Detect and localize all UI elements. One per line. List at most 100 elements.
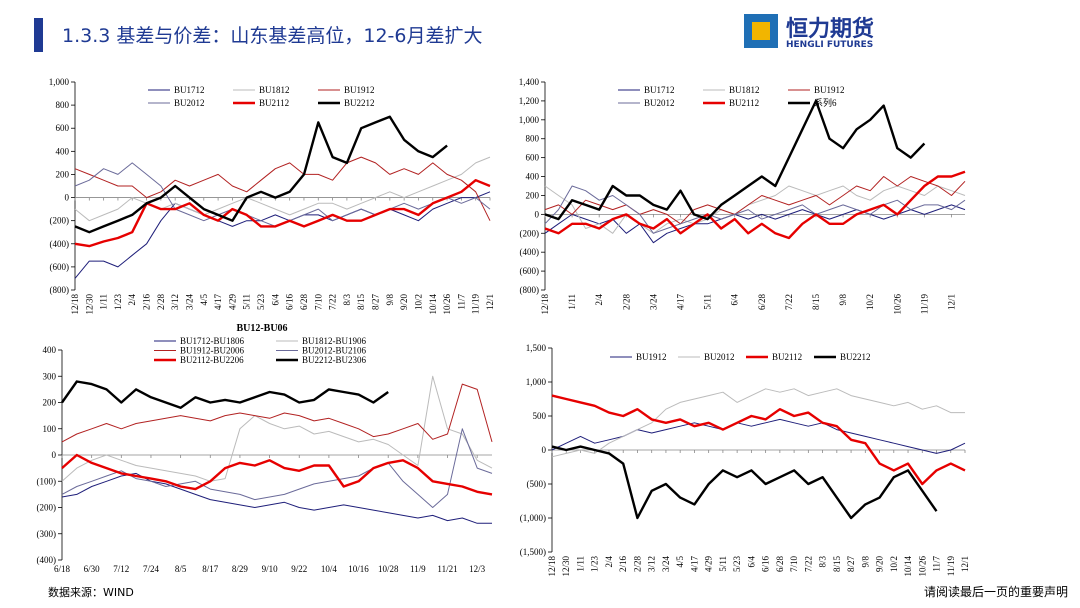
x-tick-label: 8/17 [202, 564, 219, 574]
y-tick-label: (400) [520, 247, 540, 257]
x-tick-label: 10/28 [378, 564, 399, 574]
x-tick-label: 4/17 [213, 294, 223, 311]
x-tick-label: 12/18 [547, 556, 557, 577]
page-title: 1.3.3 基差与价差：山东基差高位，12-6月差扩大 [62, 25, 483, 47]
y-tick-label: (1,500) [520, 547, 546, 557]
x-tick-label: 8/27 [371, 294, 381, 311]
y-tick-label: (200) [520, 228, 540, 238]
x-tick-label: 9/8 [838, 294, 848, 306]
x-tick-label: 6/28 [757, 294, 767, 311]
series-line [544, 204, 966, 244]
x-tick-label: 1/11 [99, 294, 109, 310]
legend-label: BU2112 [772, 352, 802, 362]
x-tick-label: 7/22 [803, 556, 813, 572]
legend-label: BU2012 [174, 98, 205, 108]
legend-label: BU2212-BU2306 [302, 355, 367, 365]
y-tick-label: 800 [56, 100, 70, 110]
x-tick-label: 9/10 [262, 564, 279, 574]
x-tick-label: 12/30 [561, 556, 571, 577]
y-tick-label: (300) [37, 529, 57, 539]
x-tick-label: 8/15 [811, 294, 821, 311]
x-tick-label: 9/20 [399, 294, 409, 311]
series-line [61, 375, 493, 482]
x-tick-label: 3/12 [170, 294, 180, 310]
series-line [74, 156, 491, 222]
x-tick-label: 7/22 [328, 294, 338, 310]
series-line [61, 380, 389, 409]
legend-label: BU1912-BU2006 [180, 346, 245, 356]
x-tick-label: 6/4 [730, 294, 740, 306]
y-tick-label: (100) [37, 476, 57, 486]
x-tick-label: 10/14 [903, 556, 913, 577]
y-tick-label: (600) [50, 262, 70, 272]
legend-label: BU1812 [259, 85, 290, 95]
x-tick-label: 5/11 [703, 294, 713, 310]
logo-subtext: HENGLI FUTURES [786, 40, 873, 50]
y-tick-label: (500) [527, 479, 547, 489]
x-tick-label: 3/24 [661, 556, 671, 573]
x-tick-label: 11/19 [946, 556, 956, 577]
legend-label: BU1712 [174, 85, 205, 95]
legend-label: BU2212 [344, 98, 375, 108]
x-tick-label: 8/27 [846, 556, 856, 573]
x-tick-label: 6/4 [746, 556, 756, 568]
series-line [74, 191, 491, 279]
y-tick-label: (800) [520, 285, 540, 295]
legend-label: BU1812 [729, 85, 760, 95]
x-tick-label: 9/22 [291, 564, 307, 574]
x-tick-label: 7/10 [313, 294, 323, 311]
x-tick-label: 8/15 [832, 556, 842, 573]
series-line [551, 418, 966, 454]
y-tick-label: 1,400 [519, 77, 540, 87]
x-tick-label: 12/1 [946, 294, 956, 310]
x-tick-label: 2/28 [621, 294, 631, 311]
series-line [551, 388, 965, 458]
x-tick-label: 11/19 [471, 294, 481, 315]
series-line [61, 428, 493, 508]
series-line [544, 170, 966, 240]
x-tick-label: 3/12 [647, 556, 657, 572]
logo-mark-inner [752, 22, 770, 40]
logo-text: 恒力期货 [786, 16, 874, 42]
y-tick-label: (400) [37, 555, 57, 565]
y-tick-label: (800) [50, 285, 70, 295]
y-tick-label: 1,000 [49, 77, 70, 87]
x-tick-label: 11/21 [437, 564, 457, 574]
y-tick-label: 400 [526, 172, 540, 182]
y-tick-label: 200 [56, 169, 70, 179]
x-tick-label: 6/16 [285, 294, 295, 311]
x-tick-label: 7/10 [789, 556, 799, 573]
y-tick-label: 100 [43, 424, 57, 434]
y-tick-label: (200) [37, 503, 57, 513]
x-tick-label: 2/28 [156, 294, 166, 311]
x-tick-label: 8/3 [818, 556, 828, 568]
x-tick-label: 4/17 [675, 294, 685, 311]
legend-label: BU2012-BU2106 [302, 346, 367, 356]
y-tick-label: (1,000) [520, 513, 546, 523]
y-tick-label: 1,200 [519, 96, 540, 106]
x-tick-label: 5/23 [732, 556, 742, 573]
x-tick-label: 11/9 [410, 564, 426, 574]
x-tick-label: 4/5 [199, 294, 209, 306]
x-tick-label: 5/11 [242, 294, 252, 310]
x-tick-label: 6/18 [54, 564, 71, 574]
x-tick-label: 3/24 [648, 294, 658, 311]
legend-label: BU2012 [644, 98, 675, 108]
x-tick-label: 6/16 [761, 556, 771, 573]
y-tick-label: 300 [43, 371, 57, 381]
y-tick-label: 600 [526, 153, 540, 163]
x-tick-label: 4/17 [689, 556, 699, 573]
x-tick-label: 12/3 [469, 564, 486, 574]
y-tick-label: 0 [535, 209, 540, 219]
series-line [61, 472, 492, 524]
x-tick-label: 1/23 [113, 294, 123, 311]
x-tick-label: 1/11 [567, 294, 577, 310]
y-tick-label: 0 [542, 445, 547, 455]
x-tick-label: 6/4 [270, 294, 280, 306]
x-tick-label: 2/28 [632, 556, 642, 573]
x-tick-label: 4/29 [704, 556, 714, 573]
legend-label: BU1912 [814, 85, 845, 95]
x-tick-label: 2/16 [142, 294, 152, 311]
